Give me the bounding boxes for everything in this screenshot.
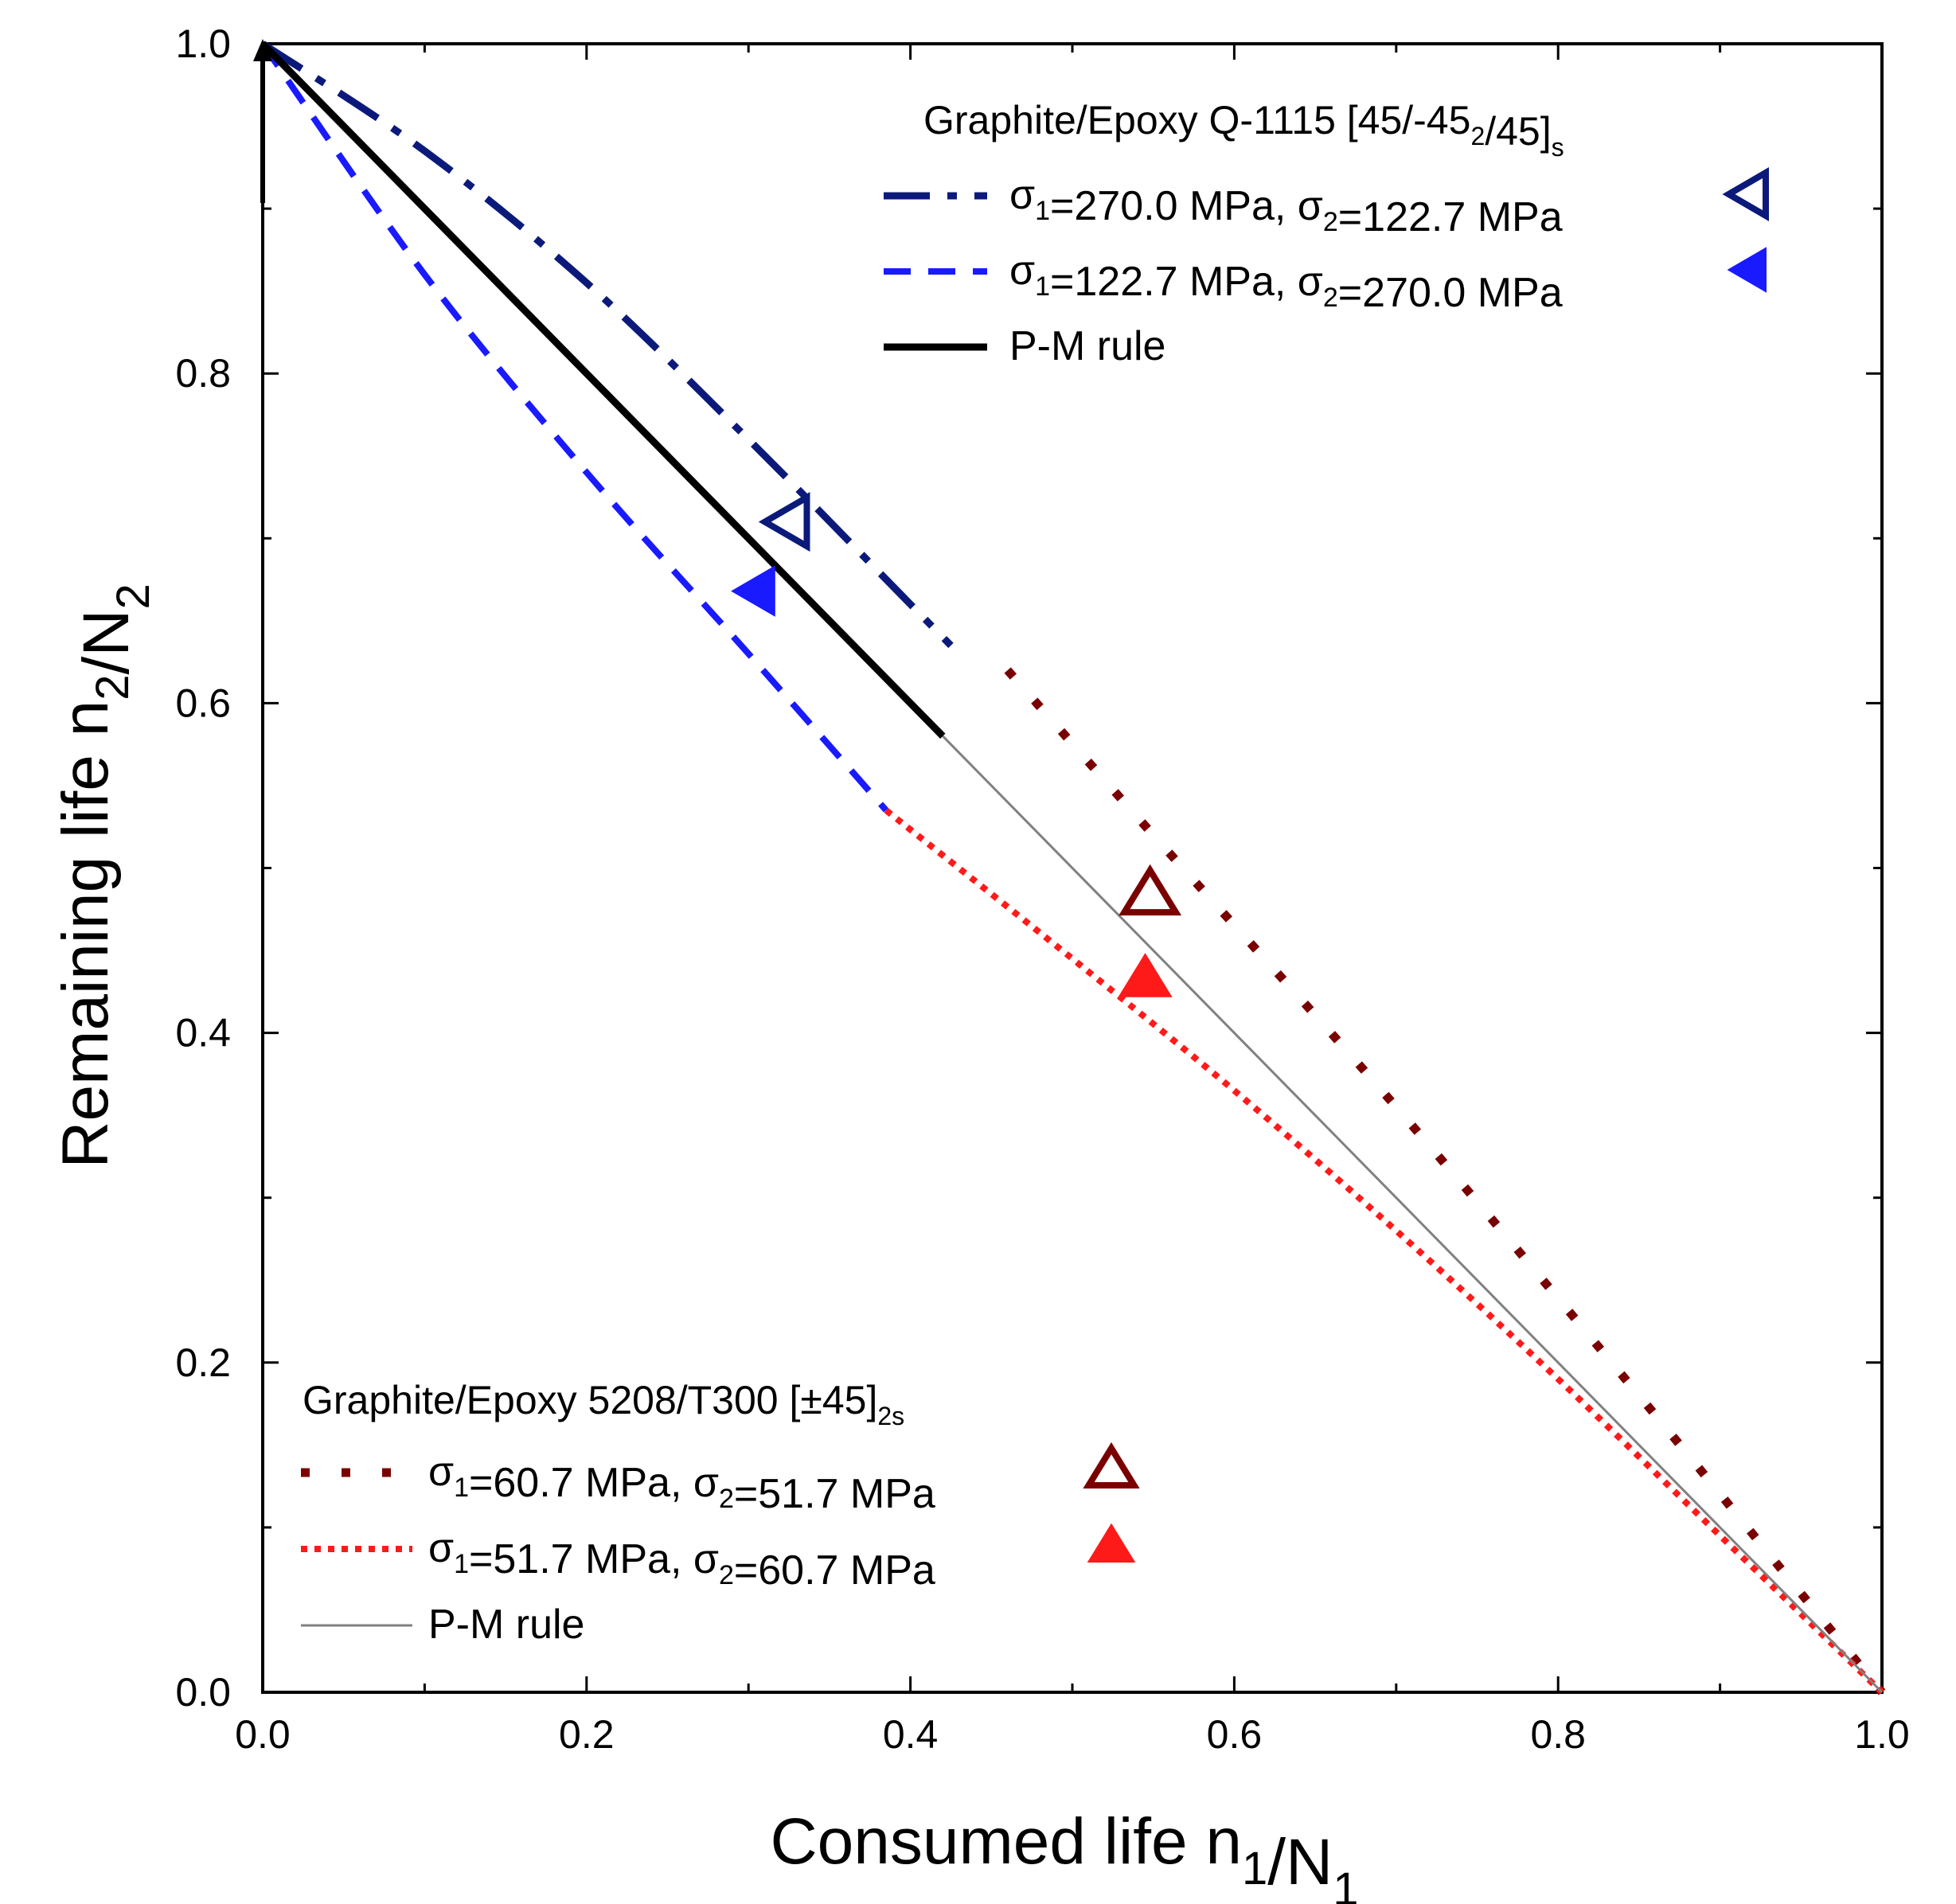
series-line-t300-60-51 bbox=[1004, 667, 1886, 1695]
legend-q1115-marker-1 bbox=[1727, 247, 1767, 293]
legend-t300-label-0: σ1=60.7 MPa, σ2=51.7 MPa bbox=[428, 1449, 935, 1517]
x-tick-label: 0.2 bbox=[559, 1712, 615, 1757]
data-markers bbox=[731, 492, 1182, 997]
data-marker-m-t-filled bbox=[1118, 953, 1173, 997]
x-tick-label: 0.8 bbox=[1530, 1712, 1586, 1757]
legend-t300-label-2: P-M rule bbox=[428, 1602, 584, 1648]
y-axis-arrow bbox=[253, 39, 272, 203]
axis-ticks: 0.0 0.2 0.4 0.6 0.8 1.0 0.0 0.2 0.4 0.6 0.8 1.0 bbox=[175, 21, 1909, 1757]
legend-t300-label-1: σ1=51.7 MPa, σ2=60.7 MPa bbox=[428, 1525, 935, 1594]
data-marker-m-q-filled bbox=[731, 565, 775, 617]
legend-q1115-label-2: P-M rule bbox=[1009, 323, 1165, 369]
series-line-q1115-270-122 bbox=[260, 41, 954, 649]
legend-q1115: Graphite/Epoxy Q-1115 [45/-452/45]s σ1=27… bbox=[884, 98, 1769, 369]
y-tick-label: 0.4 bbox=[175, 1011, 231, 1055]
legend-t300-marker-1 bbox=[1087, 1523, 1136, 1563]
y-tick-label: 1.0 bbox=[175, 21, 231, 66]
legend-q1115-title: Graphite/Epoxy Q-1115 [45/-452/45]s bbox=[923, 98, 1564, 162]
data-marker-m-q-open bbox=[758, 492, 810, 552]
legend-t300-marker-0 bbox=[1083, 1442, 1140, 1488]
y-axis-arrow-head bbox=[253, 39, 272, 61]
y-axis-title: Remaining life n2/N2 bbox=[49, 583, 159, 1169]
y-tick-label: 0.0 bbox=[175, 1670, 231, 1715]
legend-q1115-label-0: σ1=270.0 MPa, σ2=122.7 MPa bbox=[1009, 172, 1563, 240]
legend-t300: Graphite/Epoxy 5208/T300 [±45]2s σ1=60.7 … bbox=[301, 1378, 1140, 1648]
series-lines bbox=[260, 41, 1886, 1695]
series-line-q1115-pm bbox=[260, 41, 946, 739]
series-line-t300-51-60 bbox=[884, 807, 1884, 1695]
legends: Graphite/Epoxy Q-1115 [45/-452/45]s σ1=27… bbox=[301, 98, 1769, 1648]
legend-q1115-label-1: σ1=122.7 MPa, σ2=270.0 MPa bbox=[1009, 248, 1563, 316]
data-marker-m-t-open bbox=[1119, 864, 1182, 916]
y-tick-label: 0.2 bbox=[175, 1340, 231, 1385]
series-line-q1115-122-270 bbox=[260, 41, 889, 813]
x-tick-label: 0.4 bbox=[883, 1712, 939, 1757]
axis-titles: Consumed life n1/N1 Remaining life n2/N2 bbox=[49, 583, 1359, 1904]
legend-t300-title: Graphite/Epoxy 5208/T300 [±45]2s bbox=[303, 1378, 904, 1430]
x-tick-label: 1.0 bbox=[1854, 1712, 1910, 1757]
x-tick-label: 0.6 bbox=[1207, 1712, 1263, 1757]
series-line-t300-pm bbox=[942, 735, 1884, 1694]
x-tick-label: 0.0 bbox=[235, 1712, 291, 1757]
x-axis-title: Consumed life n1/N1 bbox=[770, 1805, 1358, 1904]
y-tick-label: 0.6 bbox=[175, 681, 231, 725]
legend-q1115-marker-0 bbox=[1722, 167, 1769, 221]
y-tick-label: 0.8 bbox=[175, 351, 231, 396]
